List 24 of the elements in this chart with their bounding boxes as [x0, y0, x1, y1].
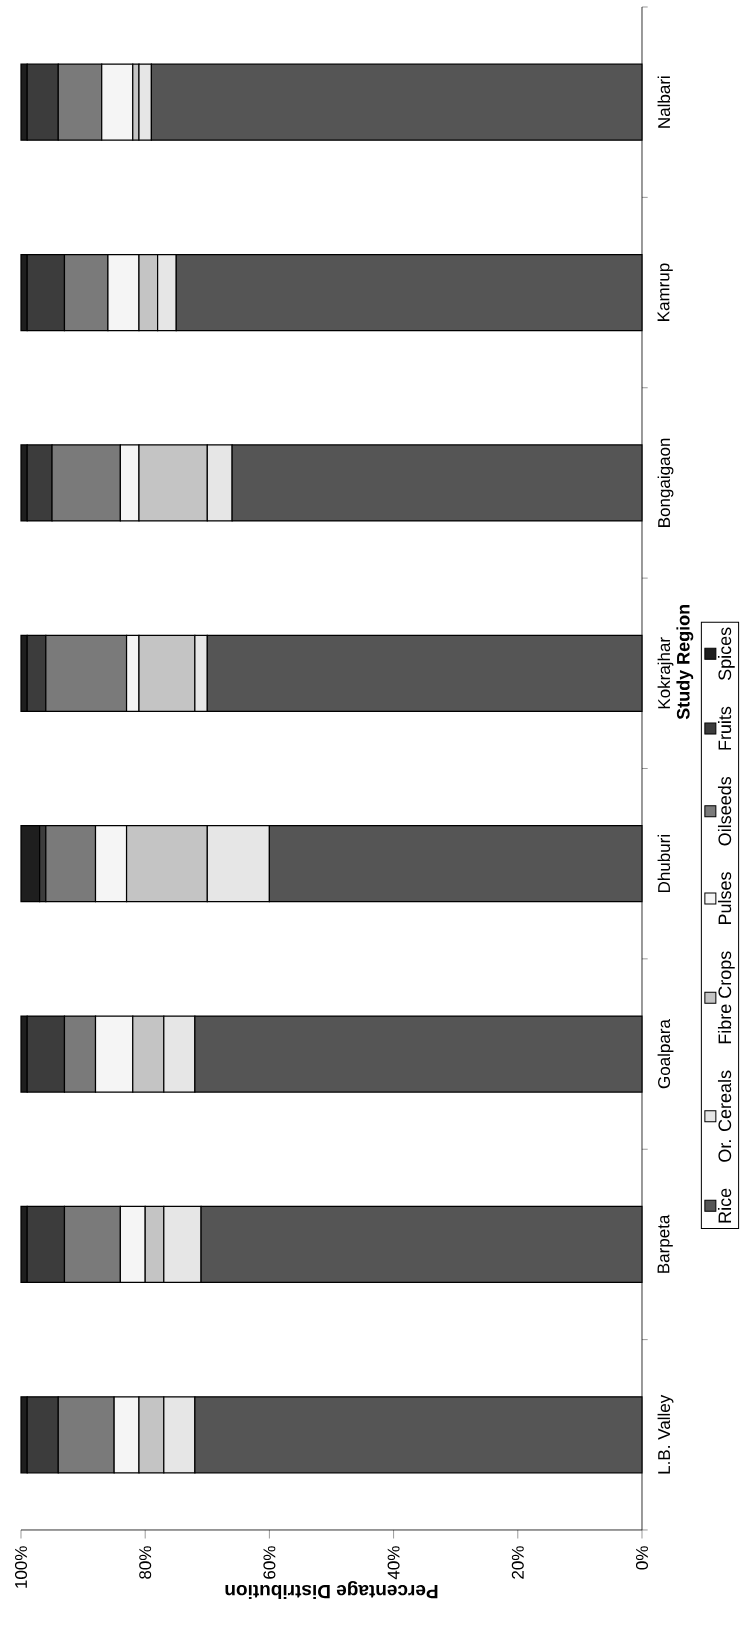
x-tick-label: 20%: [511, 1546, 524, 1579]
legend-label: Rice: [717, 1188, 732, 1223]
y-tick-label: L.B. Valley: [657, 1394, 674, 1474]
bar: [20, 825, 41, 903]
x-tick-label: 40%: [387, 1546, 400, 1580]
x-tick-label: 60%: [263, 1546, 276, 1579]
y-tick-label: Nalbari: [657, 76, 671, 128]
y-tick-label: Dhuburi: [657, 835, 671, 893]
y-tick-label: Goalpara: [657, 1019, 674, 1089]
legend-label: Spices: [717, 627, 735, 681]
y-tick-label: Kamrup: [657, 263, 673, 321]
legend-label: Pulses: [717, 872, 732, 925]
legend-label: Fibre Crops: [717, 951, 735, 1044]
legend-label: Oilseeds: [717, 776, 732, 846]
legend-label: Fruits: [717, 706, 732, 750]
x-tick-label: 100%: [14, 1546, 27, 1588]
y-tick-label: Bongaigaon: [657, 438, 674, 527]
x-axis-title: Percentage Distribution: [225, 1581, 438, 1599]
legend-label: Or. Cereals: [717, 1070, 732, 1162]
x-tick-label: 80%: [139, 1546, 152, 1579]
x-tick-label: 0%: [635, 1546, 648, 1570]
y-tick-label: Barpeta: [657, 1214, 673, 1273]
y-axis-title: Study Region: [676, 604, 694, 720]
y-tick-label: Kokrajhar: [657, 637, 674, 709]
